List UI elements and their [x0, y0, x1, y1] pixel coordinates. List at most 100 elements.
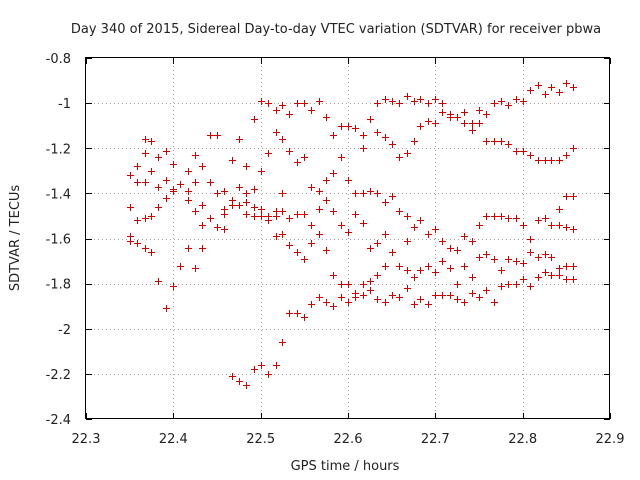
data-point: [258, 213, 265, 220]
data-point: [527, 249, 534, 256]
data-point: [374, 240, 381, 247]
data-point: [229, 157, 236, 164]
data-point: [404, 267, 411, 274]
data-point: [352, 190, 359, 197]
data-point: [563, 193, 570, 200]
data-point: [258, 168, 265, 175]
data-point: [308, 301, 315, 308]
data-point: [548, 272, 555, 279]
data-point: [469, 274, 476, 281]
data-point: [425, 301, 432, 308]
data-point: [527, 152, 534, 159]
data-point: [556, 206, 563, 213]
data-point: [417, 296, 424, 303]
data-point: [454, 296, 461, 303]
data-point: [556, 222, 563, 229]
data-point: [323, 177, 330, 184]
data-point: [389, 249, 396, 256]
data-point: [286, 111, 293, 118]
data-point: [439, 109, 446, 116]
data-point: [548, 157, 555, 164]
data-point: [382, 96, 389, 103]
data-point: [556, 89, 563, 96]
y-tick-label: -1: [58, 97, 71, 112]
data-point: [542, 91, 549, 98]
data-point: [411, 98, 418, 105]
data-point: [439, 238, 446, 245]
data-point: [170, 161, 177, 168]
data-point: [323, 114, 330, 121]
data-point: [411, 138, 418, 145]
data-point: [513, 148, 520, 155]
data-point: [308, 222, 315, 229]
data-point: [338, 154, 345, 161]
data-point: [243, 382, 250, 389]
data-point: [556, 265, 563, 272]
data-point: [155, 184, 162, 191]
data-point: [505, 256, 512, 263]
data-point: [447, 265, 454, 272]
data-point: [352, 125, 359, 132]
data-point: [563, 80, 570, 87]
data-point: [548, 84, 555, 91]
data-point: [338, 281, 345, 288]
data-point: [338, 294, 345, 301]
data-point: [214, 224, 221, 231]
data-point: [207, 215, 214, 222]
data-point: [127, 204, 134, 211]
grid-lines: [86, 58, 610, 419]
data-point: [425, 118, 432, 125]
data-point: [527, 236, 534, 243]
data-point: [279, 231, 286, 238]
data-point: [330, 208, 337, 215]
data-point: [491, 138, 498, 145]
data-point: [360, 292, 367, 299]
data-point: [505, 141, 512, 148]
data-point: [542, 157, 549, 164]
data-point: [301, 100, 308, 107]
data-point: [382, 263, 389, 270]
data-point: [236, 202, 243, 209]
data-point: [447, 245, 454, 252]
data-point: [192, 208, 199, 215]
data-point: [520, 260, 527, 267]
data-point: [570, 84, 577, 91]
data-point: [330, 132, 337, 139]
data-point: [360, 281, 367, 288]
data-point: [192, 152, 199, 159]
data-point: [316, 188, 323, 195]
data-point: [411, 274, 418, 281]
data-point: [396, 263, 403, 270]
data-point: [338, 222, 345, 229]
data-point: [279, 339, 286, 346]
data-point: [155, 204, 162, 211]
data-point: [563, 263, 570, 270]
data-point: [243, 199, 250, 206]
data-point: [134, 179, 141, 186]
data-point: [345, 229, 352, 236]
data-point: [185, 197, 192, 204]
data-point: [542, 215, 549, 222]
data-point: [286, 242, 293, 249]
data-point: [520, 222, 527, 229]
data-point: [374, 129, 381, 136]
data-point: [527, 87, 534, 94]
data-point: [236, 184, 243, 191]
data-point: [243, 163, 250, 170]
data-point: [396, 294, 403, 301]
data-point: [542, 269, 549, 276]
data-point: [279, 102, 286, 109]
data-point: [323, 299, 330, 306]
data-point: [345, 177, 352, 184]
data-point: [221, 188, 228, 195]
data-point: [243, 211, 250, 218]
data-point: [301, 211, 308, 218]
data-point: [411, 224, 418, 231]
data-point: [556, 157, 563, 164]
data-point: [461, 299, 468, 306]
data-point: [273, 129, 280, 136]
data-point: [425, 100, 432, 107]
data-point: [199, 245, 206, 252]
data-point: [323, 247, 330, 254]
data-point: [258, 206, 265, 213]
